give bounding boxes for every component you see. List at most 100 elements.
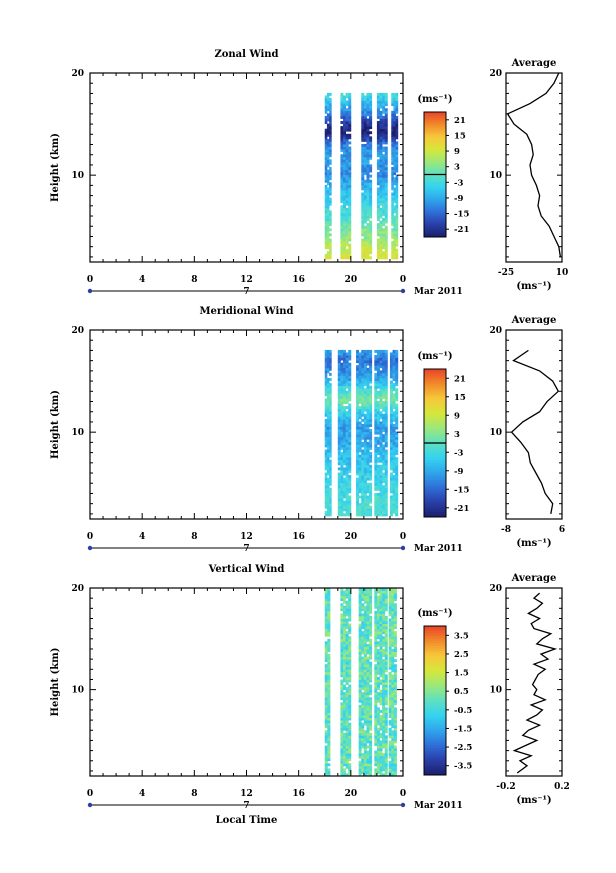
colorbar-strip xyxy=(424,218,446,221)
heatmap-cell xyxy=(379,411,383,415)
heatmap-cell xyxy=(393,182,397,186)
heatmap-cell xyxy=(358,763,362,767)
heatmap-cell xyxy=(374,621,378,624)
heatmap-cell xyxy=(340,598,344,602)
heatmap-cell xyxy=(343,108,347,112)
heatmap-cell xyxy=(384,413,388,417)
heatmap-cell xyxy=(363,218,367,222)
heatmap-cell xyxy=(391,684,395,688)
heatmap-cell xyxy=(343,372,347,376)
heatmap-cell xyxy=(376,664,380,668)
heatmap-cell xyxy=(348,230,352,234)
heatmap-cell xyxy=(376,133,380,137)
heatmap-cell xyxy=(324,498,328,502)
heatmap-cell xyxy=(326,388,330,392)
heatmap-cell xyxy=(379,503,383,507)
heatmap-cell xyxy=(329,464,332,468)
heatmap-cell xyxy=(343,161,347,165)
heatmap-cell xyxy=(345,704,349,708)
heatmap-cell xyxy=(324,151,328,155)
heatmap-cell xyxy=(326,141,330,145)
heatmap-cell xyxy=(340,395,344,399)
heatmap-cell xyxy=(393,590,397,594)
heatmap-cell xyxy=(366,464,370,468)
heatmap-cell xyxy=(388,671,392,675)
heatmap-cell xyxy=(343,671,347,675)
heatmap-cell xyxy=(376,722,380,726)
heatmap-cell xyxy=(379,697,383,701)
heatmap-cell xyxy=(388,699,392,703)
heatmap-cell xyxy=(379,727,383,731)
heatmap-cell xyxy=(329,105,332,109)
heatmap-cell xyxy=(361,434,365,438)
heatmap-cell xyxy=(361,202,365,206)
heatmap-cell xyxy=(382,689,386,693)
heatmap-cell xyxy=(348,588,352,591)
heatmap-cell xyxy=(369,715,373,718)
colorbar-strip xyxy=(424,433,446,437)
heatmap-cell xyxy=(345,742,349,746)
heatmap-cell xyxy=(363,768,367,772)
heatmap-cell xyxy=(326,503,330,507)
heatmap-cell xyxy=(382,108,386,112)
heatmap-cell xyxy=(340,393,344,397)
heatmap-cell xyxy=(340,707,344,711)
heatmap-cell xyxy=(382,735,386,739)
heatmap-cell xyxy=(343,200,347,204)
heatmap-cell xyxy=(374,682,378,685)
heatmap-cell xyxy=(384,631,388,635)
colorbar-strip xyxy=(424,648,446,652)
colorbar-tick-label: 9 xyxy=(454,411,460,421)
heatmap-cell xyxy=(324,385,328,389)
heatmap-cell xyxy=(324,253,328,257)
heatmap-cell xyxy=(379,416,383,420)
heatmap-cell xyxy=(374,646,378,650)
heatmap-cell xyxy=(376,256,380,260)
heatmap-cell xyxy=(395,146,399,150)
heatmap-cell xyxy=(363,182,367,186)
heatmap-cell xyxy=(327,600,331,604)
heatmap-cell xyxy=(358,485,362,489)
heatmap-cell xyxy=(340,735,344,739)
heatmap-cell xyxy=(358,421,362,425)
heatmap-cell xyxy=(369,477,373,481)
colorbar-tick-label: -3 xyxy=(454,448,464,458)
heatmap-cell xyxy=(391,600,395,604)
heatmap-cell xyxy=(326,108,330,112)
heatmap-cell xyxy=(361,740,365,744)
heatmap-cell xyxy=(389,482,393,486)
heatmap-cell xyxy=(345,651,349,655)
heatmap-cell xyxy=(366,638,370,642)
heatmap-cell xyxy=(393,223,397,227)
heatmap-cell xyxy=(363,765,367,769)
heatmap-cell xyxy=(363,95,367,99)
heatmap-cell xyxy=(366,144,370,147)
colorbar-strip xyxy=(424,492,446,496)
heatmap-cell xyxy=(393,732,397,736)
heatmap-cell xyxy=(384,737,388,741)
heatmap-cell xyxy=(379,225,383,229)
heatmap-cell xyxy=(376,207,380,211)
heatmap-cell xyxy=(324,110,328,114)
heatmap-cell xyxy=(348,172,352,176)
colorbar-tick-label: 2.5 xyxy=(454,650,469,660)
heatmap-cell xyxy=(340,138,344,142)
heatmap-cell xyxy=(392,416,396,420)
colorbar-strip xyxy=(424,220,446,223)
heatmap-cell xyxy=(326,355,330,358)
heatmap-cell xyxy=(356,439,360,443)
heatmap-cell xyxy=(369,748,373,751)
heatmap-cell xyxy=(358,355,362,358)
heatmap-cell xyxy=(340,697,344,701)
heatmap-cell xyxy=(363,126,367,130)
colorbar-strip xyxy=(424,143,446,146)
heatmap-cell xyxy=(361,243,365,247)
heatmap-cell xyxy=(358,380,362,384)
heatmap-cell xyxy=(366,727,370,731)
heatmap-cell xyxy=(363,131,367,135)
heatmap-cell xyxy=(343,431,347,435)
heatmap-cell xyxy=(324,357,328,361)
heatmap-cell xyxy=(326,467,330,471)
heatmap-cell xyxy=(388,659,392,663)
heatmap-cell xyxy=(363,712,367,716)
